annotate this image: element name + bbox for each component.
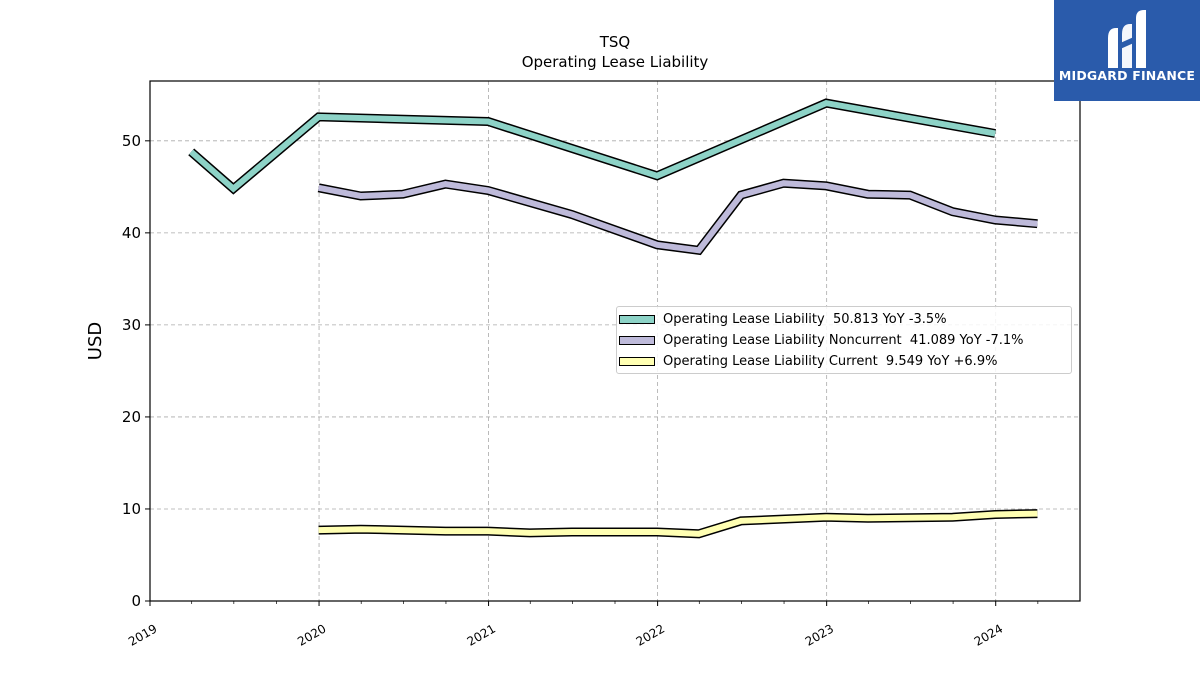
x-tick-label: 2021 [465,621,498,648]
x-tick-label: 2020 [295,621,328,648]
legend-item-noncurrent: Operating Lease Liability Noncurrent 41.… [619,331,1024,349]
y-tick-label: 50 [122,132,141,150]
x-tick-label: 2023 [803,621,836,648]
y-tick-label: 0 [131,592,141,610]
chart-subtitle: Operating Lease Liability [522,53,709,71]
y-tick-label: 40 [122,224,141,242]
legend-swatch-operating-lease-liability [619,314,655,324]
series-lines [188,98,1038,539]
series-outline-1 [317,178,1038,256]
series-line-1 [318,180,1038,254]
midgard-logo-icon [1108,10,1146,68]
legend: Operating Lease Liability 50.813 YoY -3.… [616,306,1072,374]
x-tick-label: 2022 [634,621,667,648]
legend-swatch-noncurrent [619,335,655,345]
y-tick-label: 30 [122,316,141,334]
y-tick-label: 10 [122,500,141,518]
chart-title: TSQ [599,33,631,51]
legend-label: Operating Lease Liability 50.813 YoY -3.… [663,311,947,327]
y-tick-label: 20 [122,408,141,426]
brand-logo: MIDGARD FINANCE [1054,0,1200,101]
legend-label: Operating Lease Liability Current 9.549 … [663,353,998,369]
series-outline-0 [188,98,996,195]
y-axis-label: USD [85,322,106,360]
legend-swatch-current [619,356,655,366]
series-line-0 [189,99,996,193]
legend-item-operating-lease-liability: Operating Lease Liability 50.813 YoY -3.… [619,310,947,328]
axis-ticks: 0 10 20 30 40 50 2019 2020 2021 2022 2023 2024 [122,132,1039,649]
legend-item-current: Operating Lease Liability Current 9.549 … [619,352,997,370]
series-line-2 [318,510,1038,537]
legend-label: Operating Lease Liability Noncurrent 41.… [663,332,1024,348]
x-tick-label: 2024 [972,621,1005,648]
x-tick-label: 2019 [126,621,159,648]
logo-text: MIDGARD FINANCE [1058,68,1196,83]
